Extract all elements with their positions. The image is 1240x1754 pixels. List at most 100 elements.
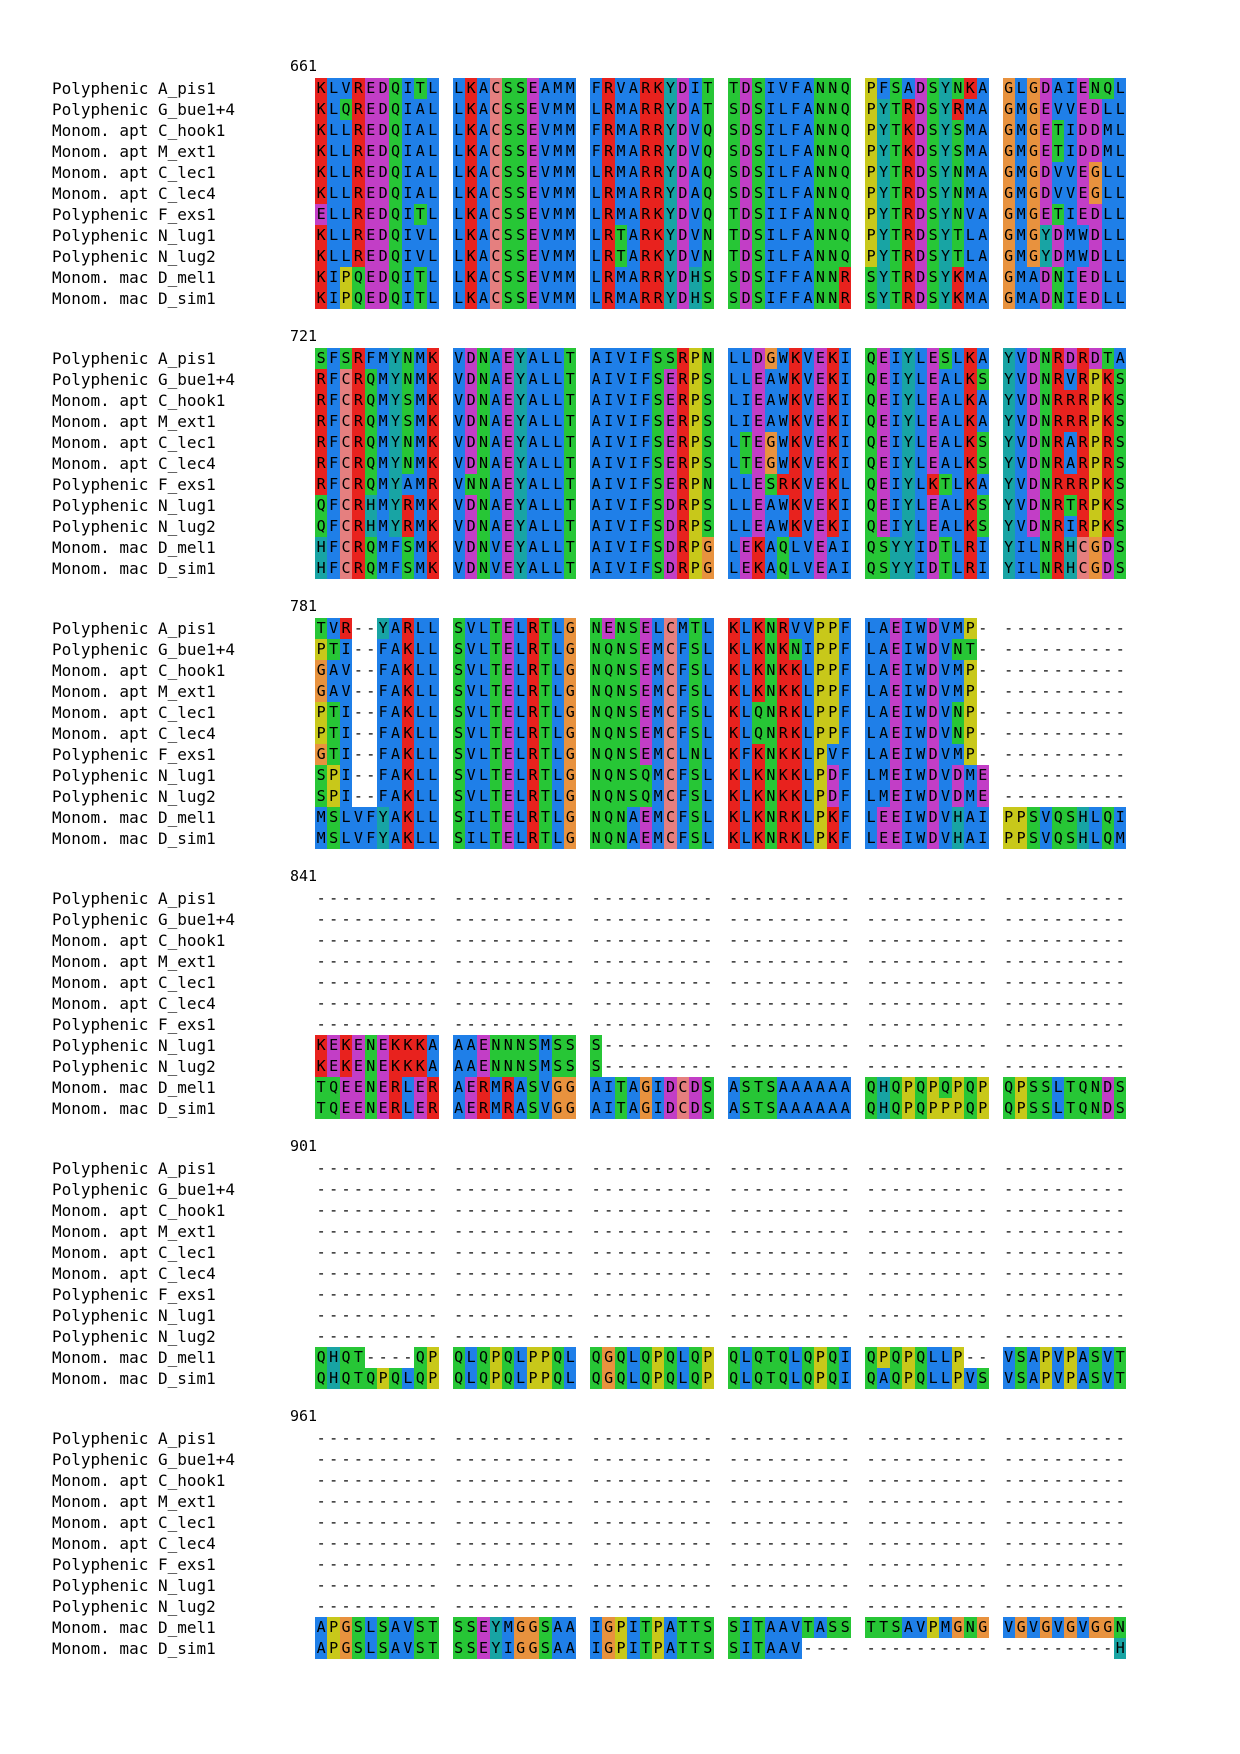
- gap: -: [1115, 1305, 1125, 1324]
- gap: -: [741, 1512, 751, 1531]
- residue: A: [826, 536, 840, 558]
- residue: G: [514, 1637, 527, 1659]
- residue: L: [514, 1367, 527, 1389]
- gap: -: [1078, 1305, 1088, 1324]
- gap: -: [528, 1326, 538, 1345]
- residue: Q: [389, 203, 402, 225]
- residue: K: [401, 743, 415, 765]
- residue: K: [752, 743, 765, 765]
- residue: T: [614, 245, 628, 267]
- gap: -: [729, 1035, 739, 1054]
- residue: C: [489, 119, 503, 141]
- residue: Q: [839, 245, 852, 267]
- gap: -: [1103, 786, 1113, 805]
- gap: -: [454, 909, 464, 928]
- residue-group: S---------: [590, 1055, 714, 1077]
- residue: D: [1089, 98, 1102, 120]
- residue-group: ----------: [590, 1263, 714, 1284]
- gap: -: [329, 909, 339, 928]
- residue: L: [739, 722, 753, 744]
- gap: -: [791, 930, 801, 949]
- residue: A: [489, 389, 503, 411]
- gap: -: [1028, 1242, 1038, 1261]
- residue: R: [352, 368, 365, 390]
- residue: V: [801, 389, 815, 411]
- residue: A: [489, 473, 503, 495]
- residue: Q: [364, 536, 377, 558]
- residue: N: [826, 98, 840, 120]
- gap: -: [978, 1554, 988, 1573]
- gap: -: [353, 765, 363, 784]
- residue: S: [651, 431, 665, 453]
- residue-group: ----------: [315, 1014, 439, 1035]
- gap: -: [916, 1449, 926, 1468]
- residue-group: ----------: [453, 1533, 577, 1554]
- gap: -: [378, 1596, 388, 1615]
- gap: -: [729, 1284, 739, 1303]
- residue: V: [689, 119, 702, 141]
- residue: K: [1101, 410, 1115, 432]
- gap: -: [866, 889, 876, 907]
- gap: -: [928, 1263, 938, 1282]
- gap: -: [903, 1263, 913, 1282]
- gap: -: [516, 1554, 526, 1573]
- gap: -: [604, 1596, 614, 1615]
- residue: F: [639, 557, 652, 579]
- residue: S: [976, 368, 989, 390]
- residue: R: [676, 452, 690, 474]
- residue: G: [564, 785, 577, 807]
- residue: Q: [452, 1346, 465, 1368]
- residue: R: [602, 245, 615, 267]
- gap: -: [678, 1284, 688, 1303]
- gap: -: [978, 1638, 988, 1657]
- residue: M: [964, 140, 977, 162]
- gap: -: [1066, 619, 1076, 637]
- gap: -: [766, 1200, 776, 1219]
- gap: -: [690, 930, 700, 949]
- residue: C: [339, 368, 353, 390]
- gap: -: [553, 1449, 563, 1468]
- residue: P: [826, 680, 840, 702]
- gap: -: [366, 1305, 376, 1324]
- residue: D: [376, 287, 390, 309]
- residue: P: [814, 638, 827, 660]
- sequence-row: Monom. apt C_hook1 R F C R Q M Y S M K V D N A E Y A L L T A I…: [0, 389, 1240, 411]
- residue: W: [777, 515, 790, 537]
- sequence-row: Monom. mac D_sim1 Q H Q T Q P Q L Q P Q L Q P Q L P P Q L Q G Q…: [0, 1367, 1240, 1389]
- residue: T: [564, 557, 577, 579]
- residue: L: [426, 618, 439, 639]
- gap: -: [666, 1491, 676, 1510]
- gap: -: [1090, 1449, 1100, 1468]
- residue-group: ----------: [865, 1242, 989, 1263]
- gap: -: [1103, 1491, 1113, 1510]
- residue: R: [902, 245, 915, 267]
- gap: -: [729, 1596, 739, 1615]
- residue: Q: [364, 368, 377, 390]
- sequence-name: Monom. apt C_lec4: [52, 993, 216, 1013]
- residue: V: [539, 119, 552, 141]
- residue: K: [826, 515, 840, 537]
- residue: C: [339, 431, 353, 453]
- gap: -: [965, 1159, 975, 1177]
- residue: A: [976, 119, 989, 141]
- sequence-name: Monom. mac D_sim1: [52, 828, 216, 848]
- residue: R: [639, 182, 652, 204]
- residue: G: [564, 659, 577, 681]
- gap: -: [466, 972, 476, 991]
- gap: -: [879, 1491, 889, 1510]
- gap: -: [840, 1326, 850, 1345]
- residue: L: [452, 140, 465, 162]
- residue: S: [651, 473, 665, 495]
- residue: Y: [514, 431, 527, 453]
- residue: Y: [389, 348, 402, 369]
- residue: H: [327, 1367, 340, 1389]
- residue: I: [602, 1076, 615, 1098]
- residue: S: [701, 1076, 714, 1098]
- residue-group: ----------: [315, 1470, 439, 1491]
- gap: -: [1115, 1200, 1125, 1219]
- gap: -: [703, 909, 713, 928]
- residue: Q: [352, 266, 365, 288]
